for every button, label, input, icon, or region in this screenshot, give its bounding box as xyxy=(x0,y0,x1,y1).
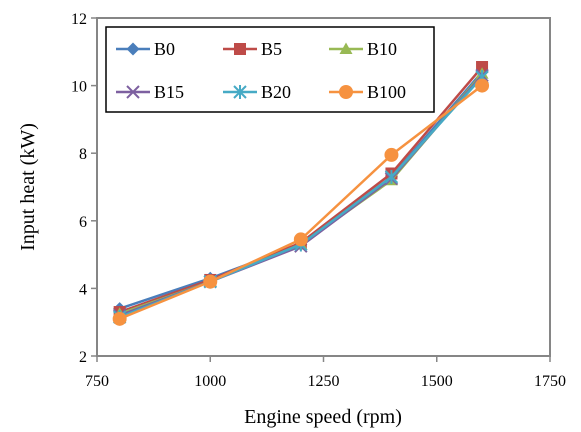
series-b100 xyxy=(112,78,490,326)
legend-marker-b100 xyxy=(339,85,353,99)
data-point-b100 xyxy=(112,311,127,326)
y-tick-label: 2 xyxy=(79,349,87,366)
legend: B0 B5 B10 B15 B20 B100 xyxy=(105,26,435,113)
x-tick-label: 1250 xyxy=(308,373,340,390)
legend-label: B10 xyxy=(367,39,397,59)
legend-item-b10: B10 xyxy=(329,39,397,59)
legend-label: B100 xyxy=(367,82,406,102)
legend-item-b5: B5 xyxy=(223,39,282,59)
data-point-b100 xyxy=(384,147,399,162)
data-point-b5 xyxy=(476,61,489,74)
legend-label: B15 xyxy=(154,82,184,102)
x-tick-label: 1000 xyxy=(194,373,226,390)
legend-item-b0: B0 xyxy=(116,39,175,59)
legend-item-b100: B100 xyxy=(329,82,406,102)
y-axis-title: Input heat (kW) xyxy=(17,123,39,251)
y-tick-label: 4 xyxy=(79,281,87,298)
legend-label: B0 xyxy=(154,39,175,59)
y-tick-label: 10 xyxy=(71,79,87,96)
legend-marker-b5 xyxy=(234,43,246,55)
x-tick-label: 1500 xyxy=(421,373,453,390)
data-point-b20 xyxy=(384,169,399,184)
x-axis-title: Engine speed (rpm) xyxy=(244,406,402,428)
data-point-b100 xyxy=(293,232,308,247)
x-tick-label: 1750 xyxy=(534,373,566,390)
legend-marker-b10 xyxy=(339,42,353,54)
y-tick-label: 8 xyxy=(79,146,87,163)
legend-label: B5 xyxy=(261,39,282,59)
legend-label: B20 xyxy=(261,82,291,102)
legend-box xyxy=(105,26,435,113)
y-tick-label: 6 xyxy=(79,214,87,231)
data-point-b100 xyxy=(475,78,490,93)
legend-marker-b0 xyxy=(126,42,140,56)
data-point-b100 xyxy=(203,274,218,289)
y-tick-label: 12 xyxy=(71,11,87,28)
legend-item-b20: B20 xyxy=(223,82,291,102)
legend-marker-b20 xyxy=(233,85,247,99)
legend-item-b15: B15 xyxy=(116,82,184,102)
x-tick-label: 750 xyxy=(85,373,109,390)
legend-marker-b15 xyxy=(126,85,140,99)
